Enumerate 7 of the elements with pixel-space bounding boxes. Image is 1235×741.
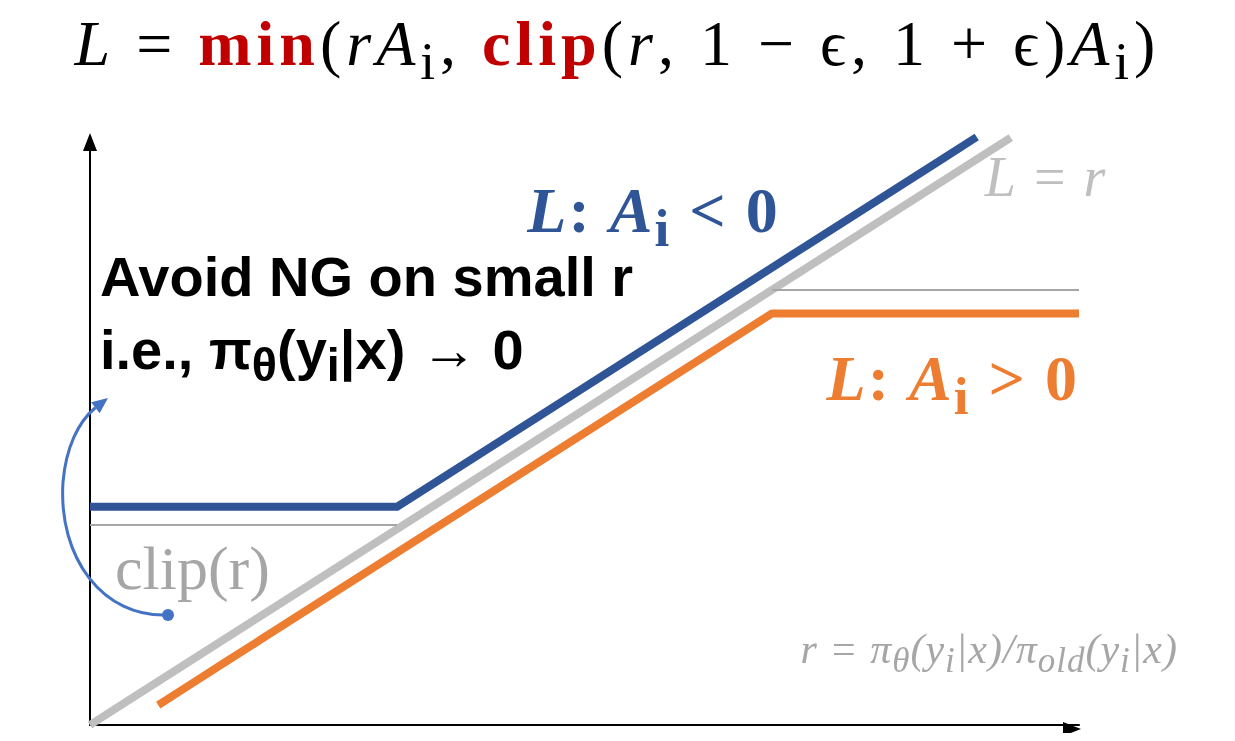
annotation: clip(r) (115, 533, 270, 602)
series-label: L = r (984, 145, 1108, 208)
chart-title: L = min(rA$_{i}$, clip(r, 1 − ϵ, 1 + ϵ)A$_{i}$) (74, 7, 1161, 91)
text: r = π$_{θ}$(y$_{i}$|x)/π$_{old}$(y$_{i}$|x) (800, 625, 1178, 680)
annotation: Avoid NG on small r (100, 245, 634, 309)
annotation: i.e., π$_{θ}$(y$_{i}$|x) → 0 (100, 317, 524, 391)
series-label: L: A$_{i}$ > 0 (826, 342, 1079, 426)
